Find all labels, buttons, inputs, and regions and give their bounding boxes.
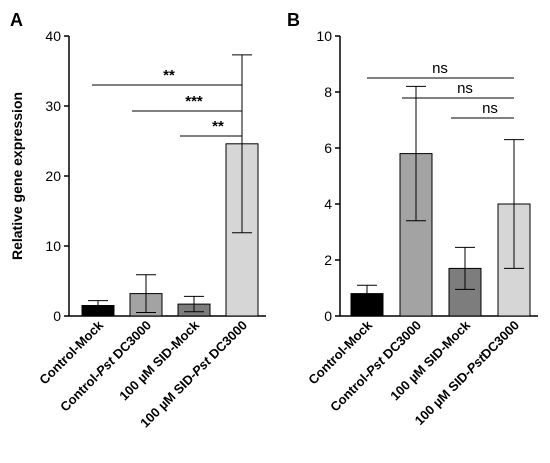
panel-a: A 0 10 20 30 40 Relative gene expression Contro… (9, 10, 266, 430)
category-label: Control-Pst DC3000 (327, 318, 424, 415)
panel-letter: B (287, 10, 300, 30)
category-label: 100 µM SID-Mock (116, 317, 202, 403)
y-tick-label: 0 (53, 308, 61, 324)
y-tick-label: 4 (324, 196, 332, 212)
significance-label: ns (457, 80, 473, 97)
category-label: Control-Pst DC3000 (57, 318, 154, 415)
significance-label: ** (163, 67, 175, 84)
y-tick-label: 0 (324, 308, 332, 324)
significance-label: *** (185, 93, 203, 110)
y-tick-label: 40 (45, 28, 61, 44)
y-tick-label: 8 (324, 84, 332, 100)
y-tick-label: 10 (45, 238, 61, 254)
y-tick-label: 20 (45, 168, 61, 184)
significance-label: ** (212, 118, 224, 135)
y-axis-label: Relative gene expression (9, 92, 25, 260)
y-tick-label: 2 (324, 252, 332, 268)
panel-letter: A (10, 10, 23, 30)
y-tick-label: 6 (324, 140, 332, 156)
y-tick-label: 30 (45, 98, 61, 114)
significance-label: ns (482, 100, 498, 117)
significance-label: ns (432, 60, 448, 77)
y-tick-label: 10 (316, 28, 332, 44)
